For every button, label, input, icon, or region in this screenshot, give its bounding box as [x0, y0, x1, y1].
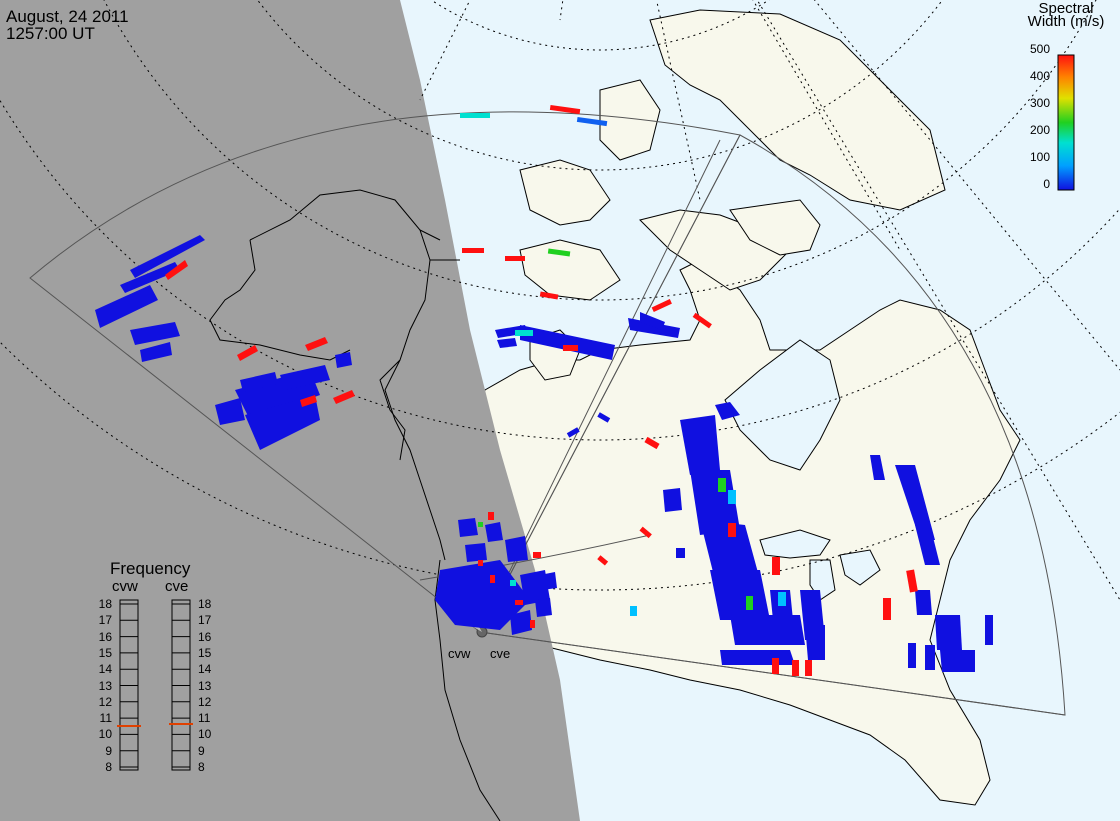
- frequency-radar-cvw: cvw: [112, 578, 138, 595]
- date-label: August, 24 2011: [6, 7, 129, 26]
- frequency-tick-right: 9: [198, 743, 205, 758]
- frequency-tick-right: 14: [198, 662, 212, 677]
- frequency-tick-left: 17: [98, 613, 112, 628]
- frequency-tick-left: 12: [98, 694, 112, 709]
- frequency-tick-left: 11: [99, 711, 112, 726]
- frequency-tick-left: 16: [98, 629, 112, 644]
- colorbar-tick: 500: [1029, 42, 1050, 56]
- lat-lon-grid: [0, 0, 1120, 601]
- colorbar-tick: 300: [1029, 96, 1050, 110]
- frequency-tick-right: 11: [198, 711, 211, 726]
- frequency-tick-right: 16: [198, 629, 212, 644]
- frequency-tick-right: 10: [198, 727, 212, 742]
- frequency-title: Frequency: [110, 559, 191, 578]
- frequency-tick-right: 17: [198, 613, 212, 628]
- scatter-echoes: [95, 104, 993, 676]
- radar-label-cvw: cvw: [448, 646, 471, 661]
- colorbar-tick: 100: [1029, 150, 1050, 164]
- colorbar-tick: 200: [1029, 123, 1050, 137]
- colorbar-tick: 0: [1043, 177, 1050, 191]
- frequency-tick-right: 18: [198, 597, 212, 611]
- great-lakes: [759, 529, 881, 601]
- time-label: 1257:00 UT: [6, 24, 95, 43]
- frequency-tick-right: 12: [198, 694, 212, 709]
- colorbar-title: Spectral: [1038, 0, 1094, 17]
- frequency-tick-left: 10: [98, 727, 112, 742]
- frequency-tick-right: 13: [198, 678, 212, 693]
- frequency-radar-cve: cve: [165, 578, 189, 595]
- frequency-tick-left: 13: [98, 678, 112, 693]
- frequency-tick-right: 8: [198, 760, 205, 774]
- frequency-gauges: [119, 599, 191, 771]
- frequency-tick-left: 14: [98, 662, 112, 677]
- colorbar-tick: 400: [1029, 69, 1050, 83]
- colorbar-units: Width (m/s): [1027, 13, 1105, 30]
- radar-label-cve: cve: [490, 646, 511, 661]
- frequency-tick-left: 8: [105, 760, 112, 774]
- colorbar: [1057, 54, 1075, 191]
- frequency-tick-right: 15: [198, 645, 212, 660]
- frequency-tick-left: 15: [98, 645, 112, 660]
- frequency-tick-left: 9: [105, 743, 112, 758]
- frequency-tick-left: 18: [98, 597, 112, 611]
